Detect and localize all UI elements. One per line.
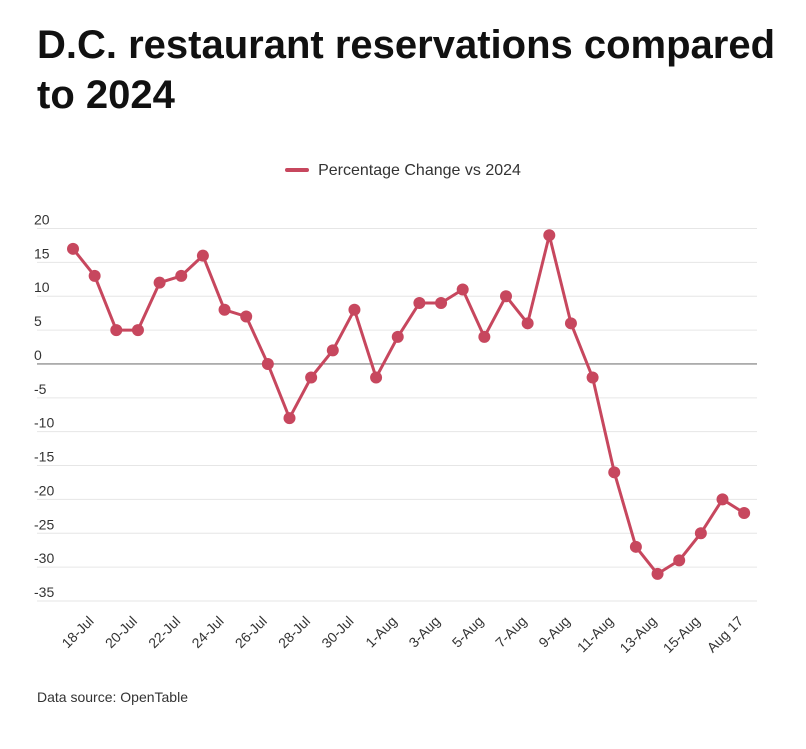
data-point <box>348 303 361 316</box>
x-tick-label: 1-Aug <box>362 613 400 651</box>
data-point <box>175 269 188 282</box>
data-point <box>131 324 144 337</box>
y-tick-label: -20 <box>34 482 54 498</box>
data-point <box>586 371 599 384</box>
data-point <box>153 276 166 289</box>
y-tick-label: -15 <box>34 449 54 465</box>
data-point <box>629 540 642 553</box>
data-point <box>196 249 209 262</box>
data-point <box>608 466 621 479</box>
y-tick-label: -5 <box>34 381 47 397</box>
x-tick-label: 13-Aug <box>616 613 659 656</box>
legend-label: Percentage Change vs 2024 <box>318 162 521 179</box>
data-point <box>521 317 534 330</box>
data-point <box>391 330 404 343</box>
y-tick-label: 10 <box>34 279 50 295</box>
x-tick-label: 5-Aug <box>449 613 487 651</box>
data-point <box>673 554 686 567</box>
legend-swatch <box>285 168 310 172</box>
x-tick-label: 22-Jul <box>145 613 183 651</box>
data-point <box>543 229 556 242</box>
data-point <box>305 371 318 384</box>
x-tick-label: 15-Aug <box>660 613 703 656</box>
x-tick-label: 18-Jul <box>58 613 96 651</box>
data-point <box>370 371 383 384</box>
y-tick-label: 5 <box>34 313 42 329</box>
data-point <box>500 290 512 303</box>
x-tick-label: 30-Jul <box>318 613 356 651</box>
y-tick-label: -10 <box>34 415 54 431</box>
data-point <box>240 310 253 323</box>
data-point <box>435 297 448 309</box>
y-tick-label: 0 <box>34 347 42 363</box>
data-point <box>67 242 79 255</box>
x-tick-label: 24-Jul <box>188 613 226 651</box>
data-point <box>564 317 577 330</box>
x-tick-label: 9-Aug <box>535 613 573 651</box>
series-line <box>71 233 746 576</box>
data-point <box>110 324 123 337</box>
data-point <box>694 527 707 540</box>
data-point <box>651 567 664 580</box>
data-point <box>716 493 729 506</box>
y-tick-label: 20 <box>34 212 50 228</box>
y-tick-label: 15 <box>34 245 50 261</box>
legend: Percentage Change vs 2024 <box>0 162 806 180</box>
data-point <box>261 357 274 370</box>
x-tick-label: 20-Jul <box>102 613 140 651</box>
data-point <box>88 269 101 282</box>
x-tick-label: 28-Jul <box>275 613 313 651</box>
chart-title: D.C. restaurant reservations compared to… <box>37 23 776 117</box>
x-tick-label: Aug 17 <box>704 613 747 656</box>
data-point <box>738 506 751 519</box>
data-point <box>478 330 491 343</box>
data-point <box>326 344 339 357</box>
y-tick-label: -30 <box>34 550 54 566</box>
data-point <box>456 283 469 296</box>
x-tick-label: 26-Jul <box>232 613 270 651</box>
x-tick-label: 3-Aug <box>405 613 443 651</box>
data-point <box>218 303 231 316</box>
data-point <box>413 297 426 309</box>
x-tick-label: 7-Aug <box>492 613 530 651</box>
y-tick-label: -35 <box>34 584 54 600</box>
data-source: Data source: OpenTable <box>37 689 188 705</box>
x-tick-label: 11-Aug <box>574 613 617 656</box>
data-point <box>283 412 296 425</box>
y-tick-label: -25 <box>34 516 54 532</box>
